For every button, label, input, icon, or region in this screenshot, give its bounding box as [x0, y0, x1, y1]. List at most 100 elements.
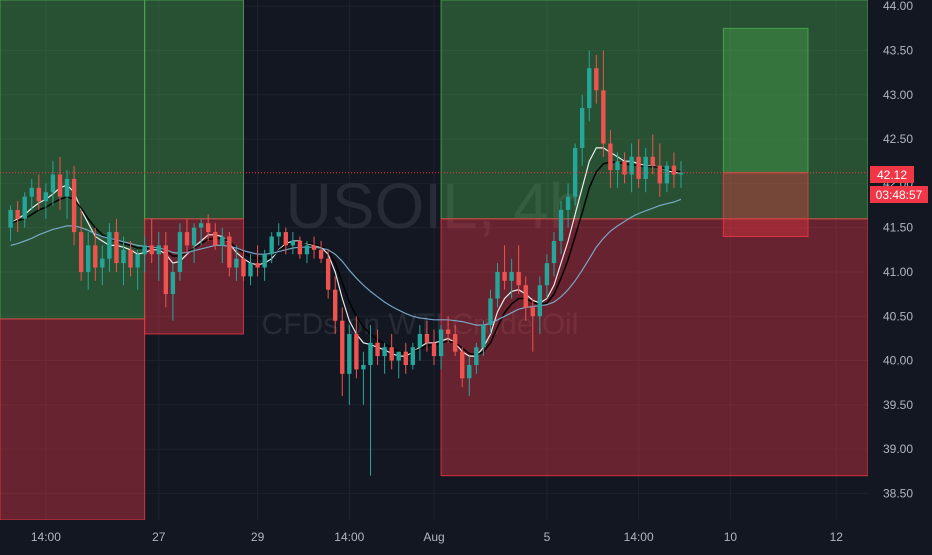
candle-body	[205, 223, 211, 233]
candle-body	[71, 178, 77, 233]
position-zones[interactable]	[0, 0, 869, 521]
time-tick-label: 27	[152, 530, 166, 544]
candle-39	[283, 227, 288, 255]
candle-29	[213, 223, 218, 250]
last-price-label-bg	[870, 166, 914, 183]
candle-body	[191, 227, 197, 246]
candle-body	[57, 174, 63, 197]
loss-zone[interactable]	[722, 172, 809, 238]
candle-body	[544, 263, 550, 286]
candle-7	[57, 156, 63, 210]
candle-body	[255, 263, 260, 268]
candle-28	[205, 214, 211, 241]
time-tick-label: 14:00	[31, 530, 61, 544]
candle-88	[629, 143, 634, 193]
candle-50	[361, 351, 366, 405]
candle-26	[191, 223, 197, 264]
price-tick-label: 40.00	[883, 354, 913, 368]
candle-body	[128, 249, 133, 268]
candle-body	[234, 258, 239, 268]
candle-95	[678, 161, 684, 188]
candle-body	[163, 245, 169, 295]
price-axis-panel[interactable]	[868, 0, 932, 550]
candle-body	[156, 245, 161, 255]
long-position-tool-3[interactable]	[722, 27, 809, 238]
candle-body	[452, 333, 458, 352]
candle-61	[438, 325, 444, 370]
candle-body	[382, 347, 387, 357]
candle-92	[657, 143, 663, 197]
loss-zone[interactable]	[440, 218, 869, 477]
candle-23	[170, 263, 176, 321]
candle-body	[650, 156, 655, 166]
candle-22	[163, 232, 169, 308]
candle-body	[410, 347, 416, 365]
candle-body	[93, 245, 98, 268]
price-axis[interactable]: 44.0043.5043.0042.5042.0041.5041.0040.50…	[883, 0, 913, 500]
candle-body	[86, 245, 91, 272]
candle-60	[431, 329, 437, 365]
candle-68	[488, 289, 493, 334]
candle-body	[78, 232, 84, 272]
candle-85	[608, 130, 613, 188]
profit-zone[interactable]	[144, 0, 244, 220]
candle-body	[333, 289, 338, 321]
long-position-tool-2[interactable]	[440, 0, 869, 477]
candle-body	[396, 351, 401, 361]
candle-43	[311, 236, 317, 259]
candle-body	[198, 223, 204, 228]
candle-body	[8, 209, 13, 228]
time-axis-panel[interactable]	[0, 520, 868, 550]
profit-zone[interactable]	[440, 0, 869, 220]
candle-16	[121, 236, 126, 286]
candle-body	[135, 254, 140, 268]
candle-body	[509, 271, 514, 281]
candle-body	[142, 245, 147, 255]
candle-76	[544, 254, 550, 299]
candle-67	[481, 320, 486, 357]
price-tick-label: 39.00	[883, 442, 913, 456]
candle-62	[445, 316, 451, 343]
price-tick-label: 41.50	[883, 221, 913, 235]
candle-36	[262, 249, 267, 281]
countdown-label-bg	[870, 186, 928, 203]
time-axis[interactable]: 14:00 27 29 14:00 Aug 5 14:00 10 12	[31, 530, 843, 544]
candle-body	[615, 161, 620, 171]
candle-14	[107, 223, 112, 272]
candle-72	[516, 245, 521, 295]
long-position-tool-1[interactable]	[144, 0, 244, 335]
candle-54	[389, 333, 394, 370]
candle-45	[325, 249, 331, 299]
candle-20	[149, 218, 154, 264]
candle-body	[417, 333, 423, 348]
candle-58	[417, 325, 423, 361]
last-price-badge: 42.12 03:48:57	[870, 166, 928, 203]
time-tick-label: 14:00	[624, 530, 654, 544]
loss-zone[interactable]	[0, 318, 146, 521]
candle-body	[403, 351, 408, 365]
candle-body	[283, 232, 288, 246]
candle-69	[495, 263, 500, 308]
candle-74	[530, 298, 535, 352]
candle-body	[530, 307, 535, 317]
long-position-tool-0[interactable]	[0, 0, 146, 521]
time-tick-label: 29	[251, 530, 265, 544]
candle-56	[403, 342, 408, 374]
candle-86	[615, 152, 620, 188]
candle-10	[78, 209, 84, 281]
candle-42	[304, 240, 310, 264]
candle-body	[580, 108, 585, 148]
candle-57	[410, 342, 416, 370]
profit-zone[interactable]	[0, 0, 146, 320]
candle-body	[107, 232, 112, 259]
profit-zone[interactable]	[722, 27, 809, 174]
candle-15	[114, 218, 119, 272]
candle-body	[347, 333, 352, 374]
price-tick-label: 40.50	[883, 309, 913, 323]
price-tick-label: 42.50	[883, 132, 913, 146]
candle-12	[93, 227, 98, 281]
candle-body	[368, 342, 373, 365]
candle-21	[156, 232, 161, 281]
